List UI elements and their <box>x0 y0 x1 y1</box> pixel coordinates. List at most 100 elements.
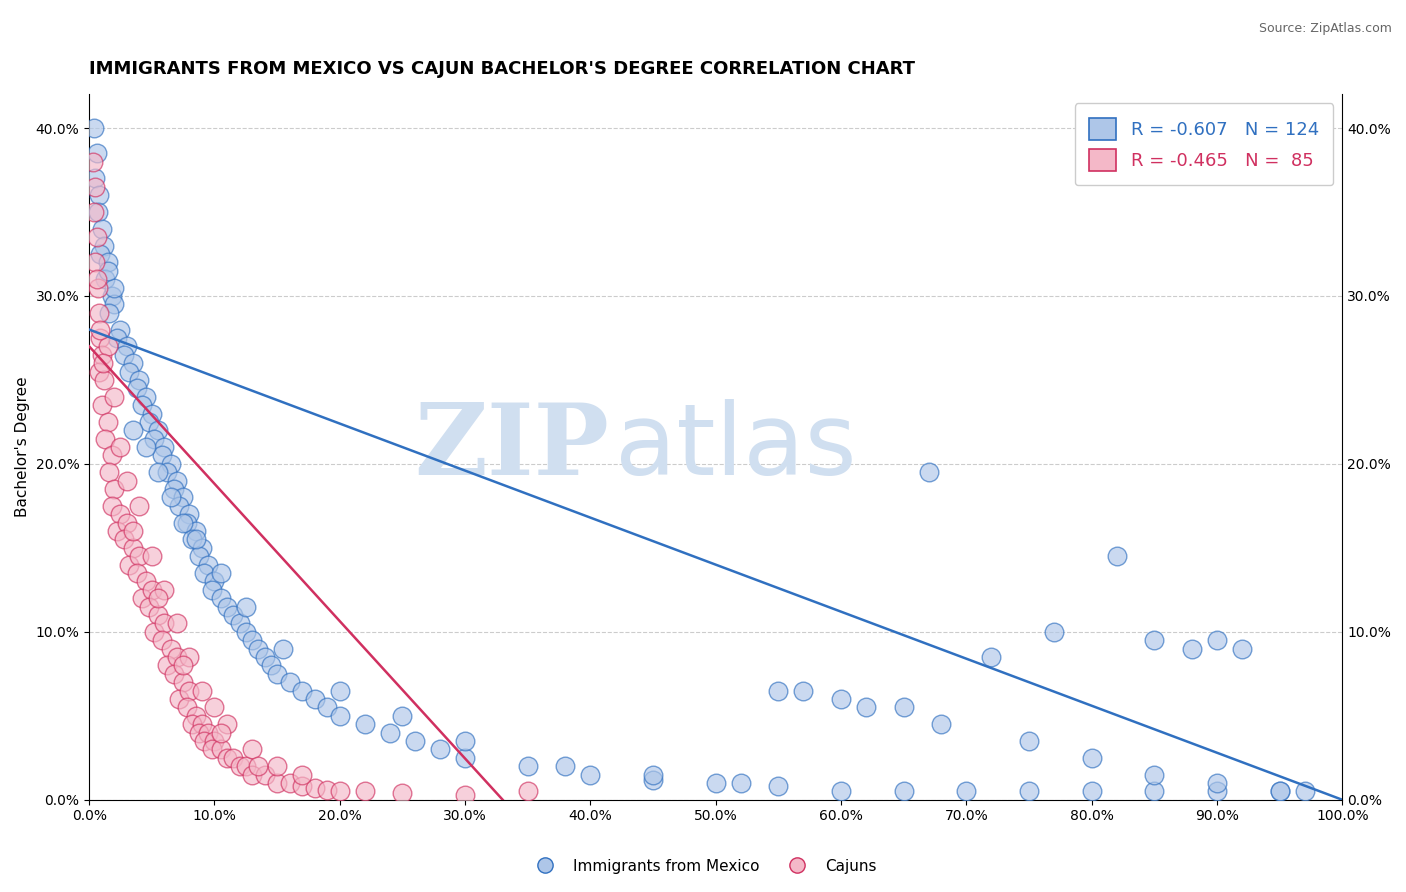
Point <box>1080 784 1102 798</box>
Point <box>193 566 215 580</box>
Point <box>172 675 194 690</box>
Point <box>103 280 125 294</box>
Point <box>97 415 120 429</box>
Point <box>131 591 153 606</box>
Point <box>1080 751 1102 765</box>
Point <box>131 398 153 412</box>
Point <box>641 772 664 787</box>
Point <box>146 465 169 479</box>
Point <box>222 751 245 765</box>
Point <box>97 255 120 269</box>
Point <box>329 708 352 723</box>
Point <box>1206 633 1229 648</box>
Point <box>278 675 301 690</box>
Point <box>193 734 215 748</box>
Point <box>1043 624 1066 639</box>
Point <box>316 782 339 797</box>
Point <box>163 482 186 496</box>
Point <box>125 566 148 580</box>
Point <box>184 524 207 538</box>
Point <box>110 440 132 454</box>
Point <box>1018 784 1040 798</box>
Point <box>146 607 169 622</box>
Point <box>980 650 1002 665</box>
Point <box>1268 784 1291 798</box>
Point <box>122 524 145 538</box>
Point <box>84 255 107 269</box>
Point <box>304 780 326 795</box>
Point <box>918 465 941 479</box>
Point <box>122 423 145 437</box>
Point <box>222 607 245 622</box>
Point <box>98 465 121 479</box>
Point <box>169 499 191 513</box>
Point <box>253 767 276 781</box>
Point <box>156 658 179 673</box>
Text: ZIP: ZIP <box>415 399 609 496</box>
Point <box>353 784 375 798</box>
Point <box>150 449 173 463</box>
Point <box>100 449 122 463</box>
Point <box>855 700 877 714</box>
Point <box>454 734 477 748</box>
Point <box>204 734 226 748</box>
Point <box>247 641 270 656</box>
Point <box>169 692 191 706</box>
Point <box>768 780 790 794</box>
Point <box>93 238 115 252</box>
Point <box>105 331 128 345</box>
Point <box>579 767 602 781</box>
Point <box>554 759 576 773</box>
Point <box>90 398 112 412</box>
Point <box>163 666 186 681</box>
Point <box>329 683 352 698</box>
Point <box>253 650 276 665</box>
Point <box>166 474 188 488</box>
Point <box>1268 784 1291 798</box>
Point <box>89 322 111 336</box>
Point <box>291 767 314 781</box>
Point <box>391 708 413 723</box>
Point <box>83 121 105 136</box>
Point <box>135 390 157 404</box>
Point <box>197 725 219 739</box>
Point <box>112 348 135 362</box>
Point <box>90 221 112 235</box>
Point <box>118 365 141 379</box>
Point <box>82 154 104 169</box>
Point <box>730 776 752 790</box>
Point <box>153 440 176 454</box>
Point <box>209 566 232 580</box>
Point <box>176 700 198 714</box>
Point <box>184 533 207 547</box>
Point <box>143 624 166 639</box>
Point <box>240 633 263 648</box>
Point <box>166 650 188 665</box>
Point <box>1018 734 1040 748</box>
Point <box>191 541 214 555</box>
Point <box>188 725 211 739</box>
Text: atlas: atlas <box>616 399 858 496</box>
Point <box>122 356 145 370</box>
Point <box>228 616 250 631</box>
Point <box>89 306 111 320</box>
Point <box>159 457 181 471</box>
Point <box>115 474 138 488</box>
Point <box>391 786 413 800</box>
Point <box>641 767 664 781</box>
Point <box>110 508 132 522</box>
Point <box>89 188 111 202</box>
Point <box>115 339 138 353</box>
Point <box>191 683 214 698</box>
Point <box>84 179 107 194</box>
Point <box>150 633 173 648</box>
Point <box>138 599 160 614</box>
Point <box>184 708 207 723</box>
Point <box>89 247 111 261</box>
Point <box>180 717 202 731</box>
Point <box>893 784 915 798</box>
Point <box>260 658 283 673</box>
Point <box>89 331 111 345</box>
Point <box>1294 784 1316 798</box>
Point <box>247 759 270 773</box>
